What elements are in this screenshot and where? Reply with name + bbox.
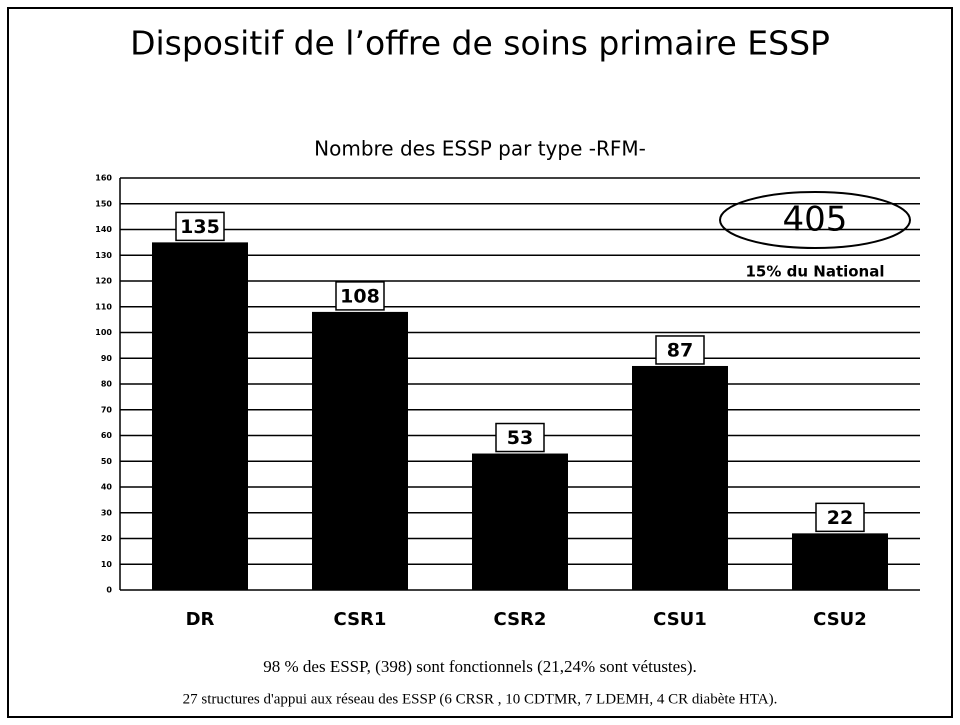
x-tick-label: CSU2	[813, 609, 867, 630]
data-label-box	[655, 335, 705, 365]
y-tick-label: 140	[95, 225, 112, 234]
bar	[632, 365, 728, 590]
y-tick-label: 80	[101, 380, 113, 389]
data-label: 135	[180, 216, 220, 238]
y-tick-label: 100	[95, 328, 112, 337]
y-tick-label: 0	[106, 586, 112, 595]
y-tick-label: 60	[101, 431, 113, 440]
bar	[312, 311, 408, 590]
y-tick-label: 120	[95, 277, 112, 286]
data-label-box	[175, 211, 225, 242]
slide-title: Dispositif de l’offre de soins primaire …	[130, 24, 830, 63]
data-label: 53	[507, 427, 533, 449]
total-annotation: 405	[783, 200, 848, 240]
y-tick-label: 40	[101, 483, 113, 492]
bar	[792, 533, 888, 590]
y-tick-label: 110	[95, 302, 112, 311]
frame	[7, 7, 953, 718]
footer-line: 27 structures d'appui aux réseau des ESS…	[183, 691, 778, 707]
bar	[472, 453, 568, 590]
x-tick-label: DR	[186, 609, 215, 630]
footer-line: 98 % des ESSP, (398) sont fonctionnels (…	[263, 657, 696, 676]
y-tick-label: 90	[101, 354, 113, 363]
data-label: 22	[827, 507, 853, 529]
y-tick-label: 30	[101, 508, 113, 517]
y-tick-label: 150	[95, 199, 112, 208]
y-tick-label: 160	[95, 174, 112, 183]
chart-title: Nombre des ESSP par type -RFM-	[314, 137, 646, 161]
total-oval	[719, 191, 911, 249]
y-tick-label: 50	[101, 457, 113, 466]
data-label-box	[495, 422, 545, 453]
y-tick-label: 130	[95, 251, 112, 260]
data-label: 108	[340, 285, 380, 307]
y-tick-label: 20	[101, 534, 113, 543]
data-label-box	[335, 281, 385, 311]
data-label: 87	[667, 339, 693, 361]
data-label-box	[815, 502, 865, 533]
x-tick-label: CSR2	[494, 609, 547, 630]
x-tick-label: CSU1	[653, 609, 707, 630]
bar	[152, 242, 248, 590]
y-tick-label: 70	[101, 405, 113, 414]
y-tick-label: 10	[101, 560, 113, 569]
x-tick-label: CSR1	[334, 609, 387, 630]
national-annotation: 15% du National	[746, 263, 885, 281]
